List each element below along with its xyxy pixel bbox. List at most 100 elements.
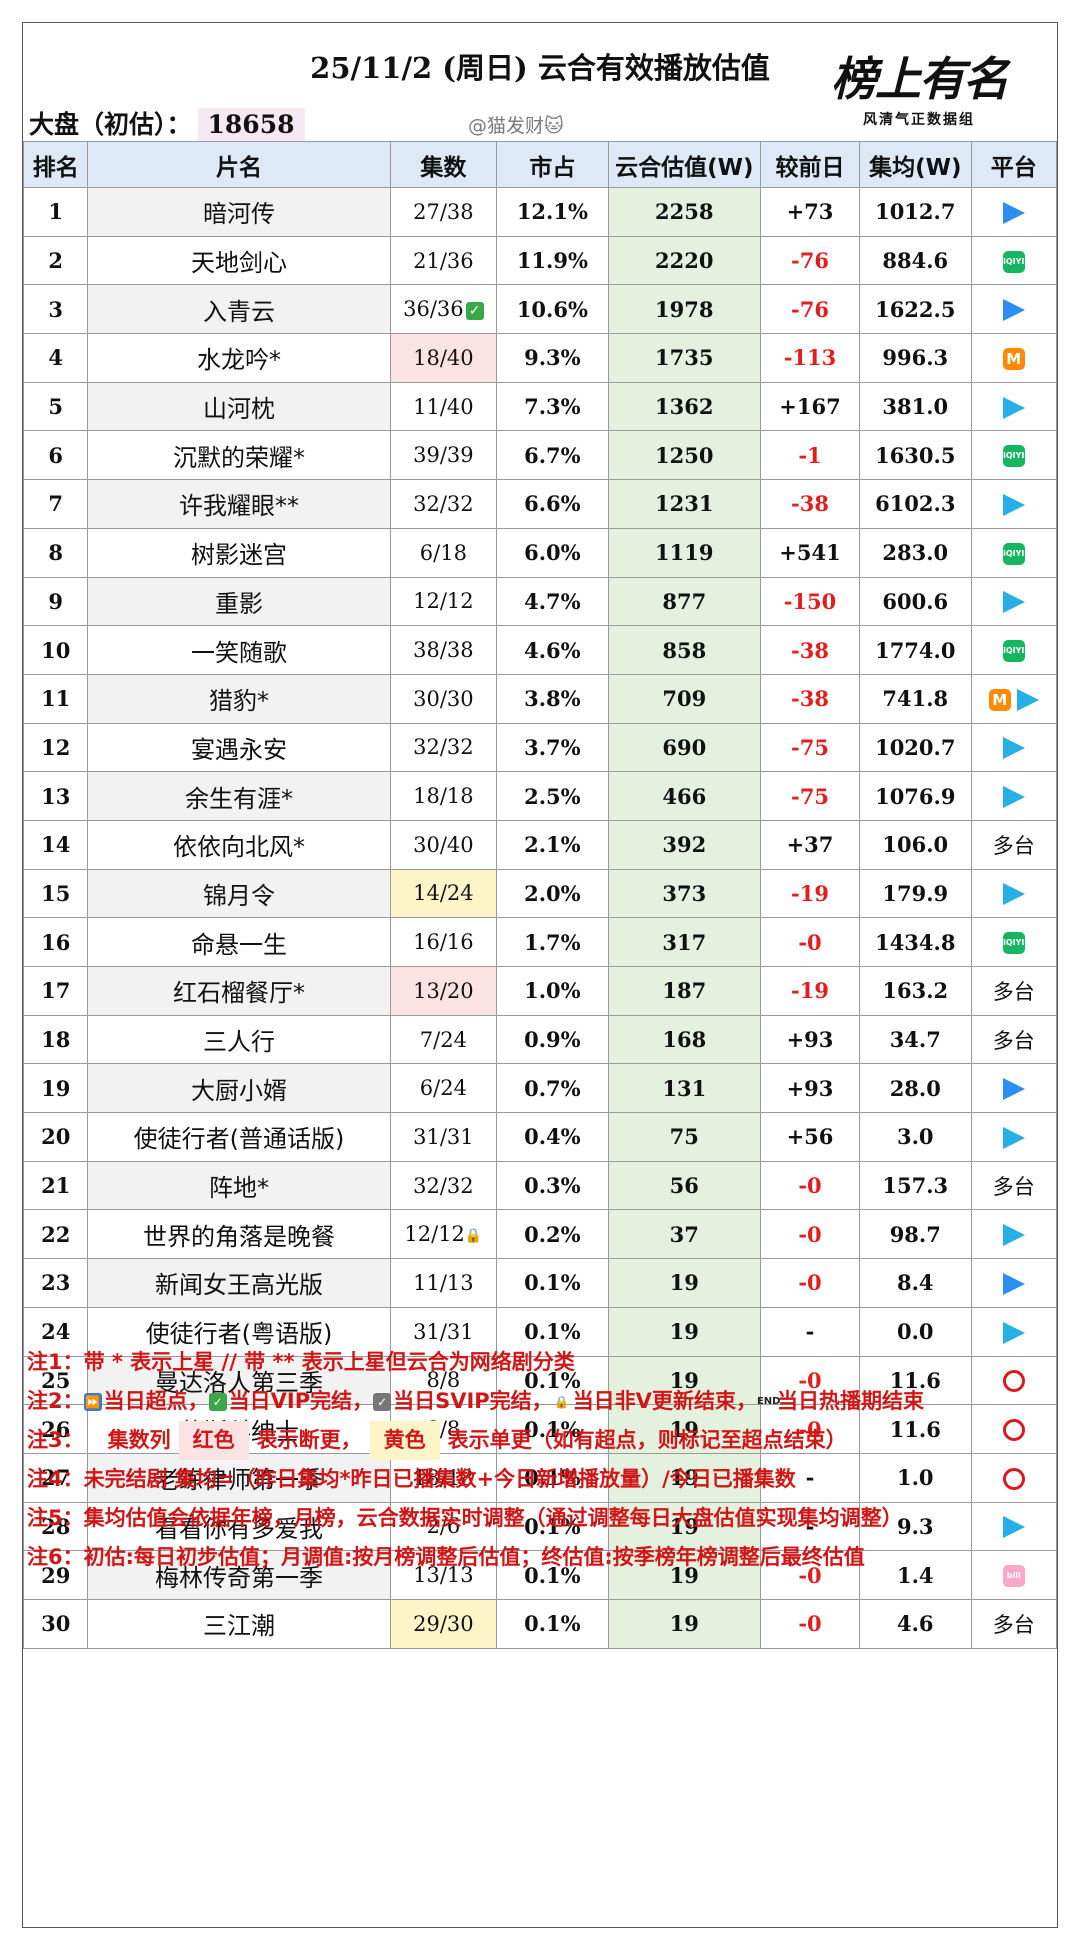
title-cell-text: 暗河传 <box>203 200 276 229</box>
note-3-single: 表示单更（如有超点，则标记至超点结束） <box>447 1428 847 1452</box>
delta-cell: +93 <box>759 1014 861 1065</box>
share-cell-text: 0.1% <box>524 1513 581 1539</box>
estimate-cell-text: 392 <box>662 832 707 858</box>
table-row: 16 命悬一生 16/16 1.7% 317 -0 1434.8 iQIYI <box>22 917 1057 967</box>
rank-cell-text: 26 <box>41 1416 71 1442</box>
episodes-cell: 32/32 <box>389 479 498 529</box>
estimate-cell: 131 <box>607 1063 761 1114</box>
estimate-cell: 75 <box>607 1112 761 1162</box>
youku-icon <box>1016 688 1039 711</box>
rank-cell-text: 10 <box>41 637 71 663</box>
rank-cell-text: 13 <box>41 783 71 809</box>
share-cell: 7.3% <box>496 381 609 432</box>
estimate-cell-text: 19 <box>669 1465 699 1491</box>
average-cell: 600.6 <box>859 576 972 627</box>
title-cell-text: 余生有涯* <box>185 784 294 813</box>
note-2-svip: 当日SVIP完结， <box>393 1389 553 1413</box>
note-5: 注5：集均估值会依据年榜，月榜，云合数据实时调整（通过调整每日大盘估值实现集均调… <box>27 1506 903 1530</box>
lock-icon: 🔒 <box>464 1227 483 1244</box>
title-cell-text: 入青云 <box>203 297 276 326</box>
estimate-cell-text: 19 <box>669 1319 699 1345</box>
average-cell-text: 1774.0 <box>875 637 956 663</box>
episodes-cell: 36/36 ✓ <box>389 284 498 335</box>
estimate-cell-text: 709 <box>662 686 707 712</box>
rank-cell: 23 <box>22 1258 89 1308</box>
average-cell: 11.6 <box>859 1355 972 1406</box>
share-cell: 4.7% <box>496 576 609 627</box>
platform-cell: 多台 <box>970 966 1057 1016</box>
title-cell: 三江潮 <box>87 1598 391 1649</box>
column-header-delta: 较前日 <box>759 141 861 188</box>
episodes-cell-text: 8/8 <box>426 1368 461 1393</box>
ranking-sheet: 25/11/2 (周日) 云合有效播放估值 大盘（初估）： 18658 @猫发财🐱… <box>22 22 1058 1928</box>
delta-cell-text: +541 <box>779 540 841 566</box>
platform-multi-label: 多台 <box>992 1612 1035 1637</box>
estimate-cell-text: 168 <box>662 1027 707 1053</box>
title-cell: 大厨小婿 <box>87 1063 391 1114</box>
episodes-cell: 16/16 <box>389 917 498 967</box>
average-cell: 884.6 <box>859 235 972 286</box>
platform-cell: 多台 <box>970 1014 1057 1065</box>
average-cell: 98.7 <box>859 1209 972 1260</box>
average-cell: 9.3 <box>859 1501 972 1552</box>
delta-cell: -76 <box>759 235 861 286</box>
title-cell-text: 看看你有多爱我 <box>155 1514 324 1543</box>
delta-cell-text: +37 <box>786 832 834 858</box>
estimate-cell-text: 75 <box>669 1124 699 1150</box>
title-cell-text: 山河枕 <box>203 395 276 424</box>
average-cell: 1020.7 <box>859 722 972 773</box>
platform-cell: bili <box>970 1550 1057 1600</box>
rank-cell: 5 <box>22 381 89 432</box>
svip-check-icon: ✓ <box>373 1393 392 1411</box>
estimate-cell-text: 466 <box>662 783 707 809</box>
share-cell-text: 6.0% <box>524 540 581 566</box>
share-cell-text: 0.7% <box>524 1075 581 1101</box>
episodes-cell-text: 29/30 <box>413 1611 474 1636</box>
rank-cell-text: 5 <box>48 394 64 420</box>
delta-cell: -0 <box>759 1160 861 1211</box>
share-cell-text: 2.0% <box>524 880 581 906</box>
table-row: 22 世界的角落是晚餐 12/12🔒 0.2% 37 -0 98.7 <box>22 1209 1057 1260</box>
share-cell: 0.1% <box>496 1452 609 1503</box>
title-cell: 使徒行者(粤语版) <box>87 1306 391 1357</box>
title-cell-text: 命悬一生 <box>191 930 288 959</box>
cctv-icon <box>1002 1467 1025 1490</box>
delta-cell-text: -0 <box>798 1416 822 1442</box>
share-cell: 0.1% <box>496 1598 609 1649</box>
estimate-cell: 1119 <box>607 527 761 578</box>
table-row: 15 锦月令 14/24 2.0% 373 -19 179.9 <box>22 868 1057 919</box>
fast-forward-icon: ⏩ <box>83 1393 102 1411</box>
platform-cell <box>970 381 1057 432</box>
delta-cell-text: -0 <box>798 1562 822 1588</box>
rank-cell-text: 7 <box>48 491 64 517</box>
share-cell-text: 6.6% <box>524 491 581 517</box>
share-cell: 9.3% <box>496 333 609 383</box>
episodes-cell-text: 13/13 <box>413 1563 474 1588</box>
delta-cell-text: +73 <box>786 199 834 225</box>
estimate-cell: 19 <box>607 1452 761 1503</box>
delta-cell-text: - <box>805 1513 815 1539</box>
rank-cell-text: 4 <box>48 345 64 371</box>
delta-cell: +73 <box>759 187 861 237</box>
rank-cell-text: 20 <box>41 1124 71 1150</box>
logo-main: 榜上有名 <box>831 52 1009 106</box>
platform-cell <box>970 1063 1057 1114</box>
rank-cell-text: 30 <box>41 1611 71 1637</box>
platform-cell <box>970 868 1057 919</box>
tencent-icon <box>1002 201 1025 224</box>
episodes-cell-text: 38/38 <box>413 638 474 663</box>
table-row: 27 老练律师第一季 18/18 0.1% 19 - 1.0 <box>22 1452 1057 1503</box>
estimate-cell-text: 1231 <box>655 491 714 517</box>
average-cell-text: 34.7 <box>889 1027 941 1053</box>
average-cell-text: 163.2 <box>882 978 949 1004</box>
column-header-average: 集均(W) <box>859 141 972 188</box>
platform-cell <box>970 1209 1057 1260</box>
average-cell: 1622.5 <box>859 284 972 335</box>
mango-icon: M <box>988 688 1011 711</box>
title-cell-text: 三江潮 <box>203 1612 276 1641</box>
title-cell: 曼达洛人第三季 <box>87 1355 391 1406</box>
share-cell: 4.6% <box>496 625 609 675</box>
cctv-icon <box>1002 1370 1025 1393</box>
estimate-cell: 2220 <box>607 235 761 286</box>
delta-cell: - <box>759 1452 861 1503</box>
